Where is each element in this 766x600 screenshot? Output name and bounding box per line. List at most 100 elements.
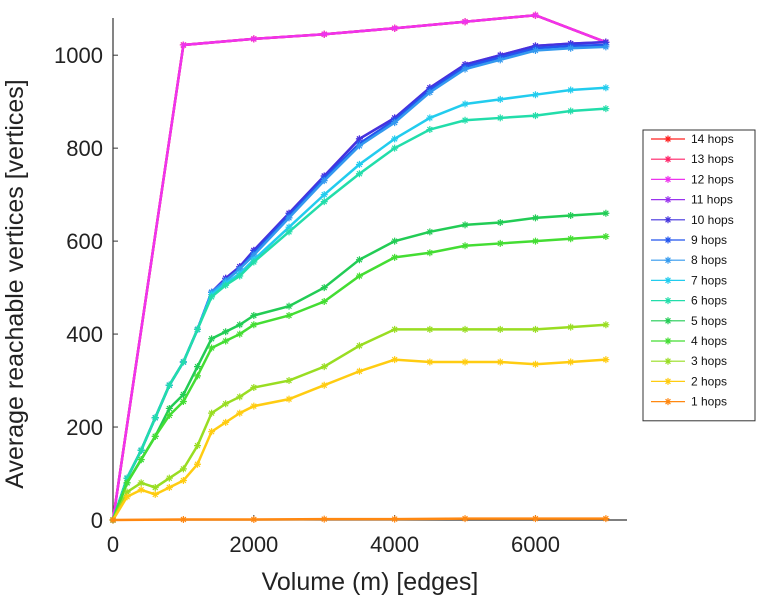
y-tick-label: 0 bbox=[91, 508, 103, 533]
data-point bbox=[531, 91, 539, 99]
data-point bbox=[208, 428, 216, 436]
data-point bbox=[165, 474, 173, 482]
data-point bbox=[602, 232, 610, 240]
data-point bbox=[179, 358, 187, 366]
data-point bbox=[151, 414, 159, 422]
legend-label: 13 hops bbox=[691, 152, 734, 166]
data-point bbox=[250, 516, 258, 524]
legend-item: 7 hops bbox=[651, 273, 727, 287]
data-point bbox=[193, 363, 201, 371]
data-point bbox=[461, 221, 469, 229]
data-point bbox=[531, 214, 539, 222]
data-point bbox=[236, 330, 244, 338]
data-point bbox=[355, 256, 363, 264]
data-point bbox=[602, 209, 610, 217]
data-point bbox=[320, 363, 328, 371]
data-point bbox=[222, 281, 230, 289]
data-point bbox=[602, 105, 610, 113]
data-point bbox=[531, 515, 539, 523]
data-point bbox=[426, 249, 434, 257]
series-11-hops bbox=[109, 38, 610, 524]
data-point bbox=[496, 325, 504, 333]
series-line bbox=[111, 45, 606, 521]
tick-labels: 0 2000 4000 6000 0 200 400 600 800 1000 bbox=[54, 43, 560, 557]
y-tick-label: 600 bbox=[66, 229, 103, 254]
legend-marker bbox=[664, 256, 672, 264]
data-point bbox=[391, 144, 399, 152]
data-point bbox=[208, 293, 216, 301]
data-point bbox=[222, 328, 230, 336]
data-point bbox=[426, 114, 434, 122]
y-tick-label: 800 bbox=[66, 136, 103, 161]
legend-label: 6 hops bbox=[691, 294, 727, 308]
data-point bbox=[602, 321, 610, 329]
series-5-hops bbox=[109, 209, 610, 524]
data-point bbox=[426, 88, 434, 96]
data-point bbox=[222, 400, 230, 408]
series-line bbox=[111, 40, 606, 521]
data-point bbox=[531, 360, 539, 368]
data-point bbox=[355, 272, 363, 280]
legend-label: 11 hops bbox=[691, 193, 733, 207]
data-point bbox=[236, 409, 244, 417]
x-tick-label: 6000 bbox=[511, 532, 560, 557]
y-tick-label: 400 bbox=[66, 322, 103, 347]
data-point bbox=[461, 325, 469, 333]
data-point bbox=[531, 112, 539, 120]
series-line bbox=[112, 517, 606, 522]
data-point bbox=[208, 409, 216, 417]
data-point bbox=[208, 344, 216, 352]
data-point bbox=[179, 391, 187, 398]
legend-label: 14 hops bbox=[691, 132, 734, 146]
y-tick-label: 200 bbox=[66, 415, 103, 440]
data-point bbox=[193, 325, 201, 333]
data-point bbox=[250, 35, 258, 43]
data-point bbox=[496, 95, 504, 103]
data-point bbox=[222, 418, 230, 426]
series-line bbox=[111, 13, 607, 521]
legend-marker bbox=[664, 357, 672, 365]
series-line bbox=[111, 13, 607, 521]
data-point bbox=[208, 335, 216, 343]
data-point bbox=[531, 237, 539, 245]
data-point bbox=[320, 198, 328, 206]
data-point bbox=[461, 100, 469, 108]
data-point bbox=[461, 515, 469, 523]
data-point bbox=[165, 381, 173, 389]
series-layer bbox=[109, 11, 610, 524]
y-tick-label: 1000 bbox=[54, 43, 103, 68]
legend-label: 12 hops bbox=[691, 172, 734, 186]
data-point bbox=[426, 228, 434, 236]
series-7-hops bbox=[109, 84, 610, 524]
data-point bbox=[165, 483, 173, 491]
data-point bbox=[151, 432, 159, 440]
data-point bbox=[285, 311, 293, 319]
series-line bbox=[111, 86, 606, 521]
data-point bbox=[250, 251, 258, 259]
data-point bbox=[531, 325, 539, 333]
data-point bbox=[179, 465, 187, 473]
data-point bbox=[391, 356, 399, 364]
data-point bbox=[461, 358, 469, 366]
data-point bbox=[496, 56, 504, 64]
data-point bbox=[602, 356, 610, 364]
legend-item: 3 hops bbox=[651, 354, 727, 368]
data-point bbox=[355, 342, 363, 350]
data-point bbox=[236, 272, 244, 280]
data-point bbox=[461, 242, 469, 250]
legend-item: 8 hops bbox=[651, 253, 727, 267]
data-point bbox=[391, 119, 399, 127]
series-12-hops bbox=[109, 11, 610, 524]
data-point bbox=[391, 24, 399, 32]
data-point bbox=[426, 126, 434, 134]
data-point bbox=[285, 228, 293, 236]
data-point bbox=[179, 476, 187, 484]
data-point bbox=[137, 446, 145, 454]
data-point bbox=[109, 516, 117, 524]
legend-label: 5 hops bbox=[691, 314, 727, 328]
data-point bbox=[165, 411, 173, 419]
x-axis-label: Volume (m) [edges] bbox=[262, 568, 479, 596]
legend-item: 1 hops bbox=[651, 395, 727, 409]
data-point bbox=[285, 377, 293, 385]
series-3-hops bbox=[109, 321, 610, 524]
